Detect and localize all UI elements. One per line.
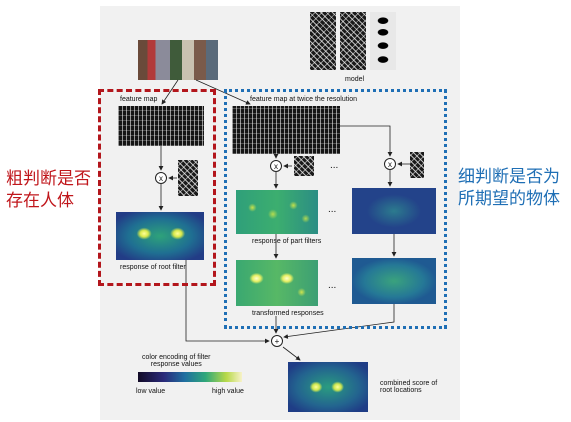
feature-map bbox=[118, 106, 204, 146]
fine-annotation-text: 细判断是否为 所期望的物体 bbox=[458, 167, 560, 209]
dots-2: ... bbox=[328, 204, 337, 215]
part-response-label: response of part filters bbox=[252, 238, 322, 245]
high-value-label: high value bbox=[212, 388, 244, 395]
multiply-part1: x bbox=[270, 160, 282, 172]
part-filter-thumb2 bbox=[410, 152, 424, 178]
combined-score-map bbox=[288, 362, 368, 412]
dots-1: ... bbox=[330, 160, 339, 171]
feature-map-twice bbox=[232, 106, 340, 154]
model-part-filters bbox=[340, 12, 366, 70]
low-value-label: low value bbox=[136, 388, 166, 395]
multiply-part2: x bbox=[384, 158, 396, 170]
part-response-map2 bbox=[352, 188, 436, 234]
fine-region-box bbox=[224, 89, 447, 329]
part-response-map1 bbox=[236, 190, 318, 234]
fine-annotation: 细判断是否为 所期望的物体 bbox=[458, 166, 560, 210]
color-encoding-label: color encoding of filter response values bbox=[142, 354, 211, 368]
model-label: model bbox=[345, 76, 365, 83]
transformed-label: transformed responses bbox=[252, 310, 324, 317]
coarse-annotation-text: 粗判断是否 存在人体 bbox=[6, 169, 91, 211]
input-photo bbox=[138, 40, 218, 80]
root-response-map bbox=[116, 212, 204, 260]
combined-label: combined score of root locations bbox=[380, 380, 438, 394]
coarse-annotation: 粗判断是否 存在人体 bbox=[6, 168, 91, 212]
color-bar bbox=[138, 372, 242, 382]
transformed-map2 bbox=[352, 258, 436, 304]
part-filter-thumb1 bbox=[294, 156, 314, 176]
plus-operator: + bbox=[271, 335, 283, 347]
feature-map-label: feature map bbox=[120, 96, 158, 103]
transformed-map1 bbox=[236, 260, 318, 306]
multiply-root: x bbox=[155, 172, 167, 184]
root-filter-thumb bbox=[178, 160, 198, 196]
feature-map-twice-label: feature map at twice the resolution bbox=[250, 96, 358, 103]
root-response-label: response of root filter bbox=[120, 264, 186, 271]
coarse-region-box bbox=[98, 89, 216, 286]
model-root-filter bbox=[310, 12, 336, 70]
model-deformation bbox=[370, 12, 396, 70]
dots-3: ... bbox=[328, 280, 337, 291]
